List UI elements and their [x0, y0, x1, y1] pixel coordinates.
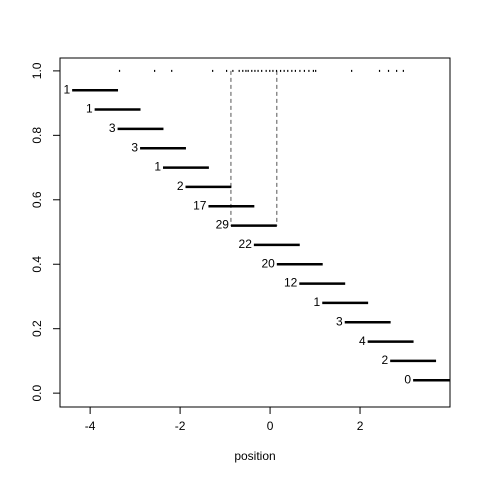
count-label: 12: [284, 276, 298, 290]
count-label: 22: [239, 237, 253, 251]
count-label: 0: [404, 372, 411, 386]
count-label: 3: [109, 121, 116, 135]
plot-area: [72, 69, 450, 382]
x-tick-label: -4: [85, 419, 96, 433]
count-label: 1: [314, 295, 321, 309]
y-tick-label: 1.0: [30, 62, 44, 79]
y-tick-label: 0.4: [30, 256, 44, 273]
count-label: 2: [177, 179, 184, 193]
count-label: 20: [261, 256, 275, 270]
count-label: 4: [359, 334, 366, 348]
x-tick-label: 0: [267, 419, 274, 433]
count-label: 2: [381, 353, 388, 367]
count-label: 3: [131, 140, 138, 154]
count-label: 17: [193, 198, 207, 212]
count-label: 29: [216, 218, 230, 232]
count-label: 1: [154, 160, 161, 174]
count-label: 3: [336, 314, 343, 328]
count-label: 1: [63, 82, 70, 96]
x-tick-label: 2: [357, 419, 364, 433]
x-axis-label: position: [234, 449, 275, 463]
count-label: 1: [86, 102, 93, 116]
y-tick-label: 0.2: [30, 320, 44, 337]
y-tick-label: 0.0: [30, 384, 44, 401]
y-tick-label: 0.6: [30, 191, 44, 208]
y-tick-label: 0.8: [30, 127, 44, 144]
plot-frame: [59, 57, 451, 408]
x-tick-label: -2: [175, 419, 186, 433]
